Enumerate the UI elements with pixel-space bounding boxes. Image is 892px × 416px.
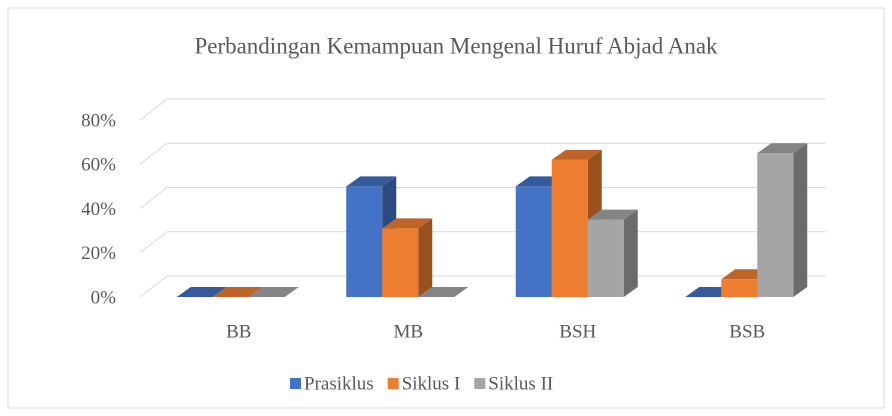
y-tick-label: 40% — [81, 199, 116, 220]
chart-title: Perbandingan Kemampuan Mengenal Huruf Ab… — [194, 33, 718, 58]
legend-swatch — [290, 378, 301, 389]
legend-label: Prasiklus — [304, 373, 374, 394]
legend-label: Siklus I — [402, 373, 461, 394]
bar — [382, 228, 419, 297]
y-tick-label: 0% — [91, 287, 117, 308]
x-tick-label: MB — [393, 321, 423, 342]
bar-side — [418, 218, 433, 297]
bar — [757, 153, 794, 297]
bar-top — [346, 176, 397, 187]
bar-top — [418, 287, 469, 297]
bar-side — [793, 143, 808, 297]
bar-top — [212, 287, 263, 297]
bar — [587, 219, 624, 297]
bar-top — [248, 287, 299, 297]
bar — [515, 186, 552, 297]
chart-border — [7, 7, 885, 409]
legend-swatch — [387, 378, 399, 389]
grid-line — [139, 98, 826, 121]
bar-top — [757, 143, 808, 154]
grid-line — [139, 142, 826, 165]
bar — [551, 159, 588, 297]
bar — [721, 279, 758, 297]
bar-top — [551, 149, 602, 160]
bar-side — [623, 209, 638, 297]
x-tick-label: BB — [226, 321, 251, 342]
legend-swatch — [474, 378, 486, 389]
bar — [346, 186, 383, 297]
y-tick-label: 20% — [81, 243, 116, 264]
legend-label: Siklus II — [488, 373, 553, 394]
x-tick-label: BSH — [559, 321, 596, 342]
bar-top — [587, 209, 638, 220]
y-tick-label: 60% — [81, 155, 116, 176]
bar-top — [382, 218, 433, 229]
y-tick-label: 80% — [81, 110, 116, 131]
x-tick-label: BSB — [729, 321, 765, 342]
grid-line — [139, 187, 826, 209]
bar-top — [176, 287, 227, 297]
